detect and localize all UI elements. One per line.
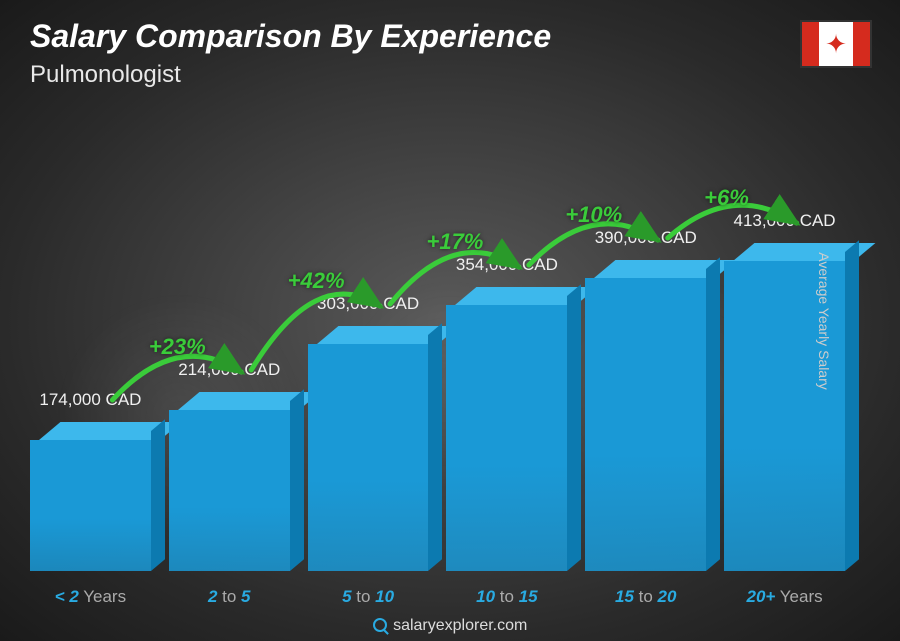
footer: salaryexplorer.com	[0, 617, 900, 635]
percent-increase-label: +23%	[149, 334, 206, 360]
percent-increase-label: +6%	[704, 185, 749, 211]
page-title: Salary Comparison By Experience	[30, 18, 870, 55]
x-axis-label: < 2 Years	[30, 587, 151, 607]
bar	[446, 287, 567, 571]
bar	[585, 260, 706, 571]
bar-slot: 174,000 CAD	[30, 390, 151, 571]
bar-slot: 303,000 CAD	[308, 294, 429, 571]
bar-slot: 390,000 CAD	[585, 228, 706, 571]
y-axis-label: Average Yearly Salary	[815, 252, 831, 390]
magnifier-icon	[373, 618, 387, 632]
bar-value-label: 214,000 CAD	[178, 360, 280, 380]
percent-increase-label: +17%	[426, 229, 483, 255]
bar	[30, 422, 151, 571]
x-axis-label: 20+ Years	[724, 587, 845, 607]
bar-value-label: 413,000 CAD	[734, 211, 836, 231]
header: Salary Comparison By Experience Pulmonol…	[30, 18, 870, 89]
bar-value-label: 303,000 CAD	[317, 294, 419, 314]
bar-value-label: 354,000 CAD	[456, 255, 558, 275]
bar	[169, 392, 290, 571]
bar-slot: 214,000 CAD	[169, 360, 290, 571]
x-axis-label: 2 to 5	[169, 587, 290, 607]
bar-slot: 354,000 CAD	[446, 255, 567, 571]
bar-value-label: 174,000 CAD	[39, 390, 141, 410]
x-axis-labels: < 2 Years 2 to 5 5 to 10 10 to 15 15 to 20 20…	[30, 587, 845, 607]
footer-site: salaryexplorer.com	[393, 617, 527, 634]
percent-increase-label: +42%	[288, 268, 345, 294]
percent-increase-label: +10%	[565, 202, 622, 228]
x-axis-label: 10 to 15	[446, 587, 567, 607]
bar-value-label: 390,000 CAD	[595, 228, 697, 248]
country-flag-canada: ✦	[800, 20, 872, 68]
page-subtitle: Pulmonologist	[30, 61, 870, 89]
x-axis-label: 5 to 10	[308, 587, 429, 607]
bar	[308, 326, 429, 571]
maple-leaf-icon: ✦	[825, 31, 847, 57]
x-axis-label: 15 to 20	[585, 587, 706, 607]
